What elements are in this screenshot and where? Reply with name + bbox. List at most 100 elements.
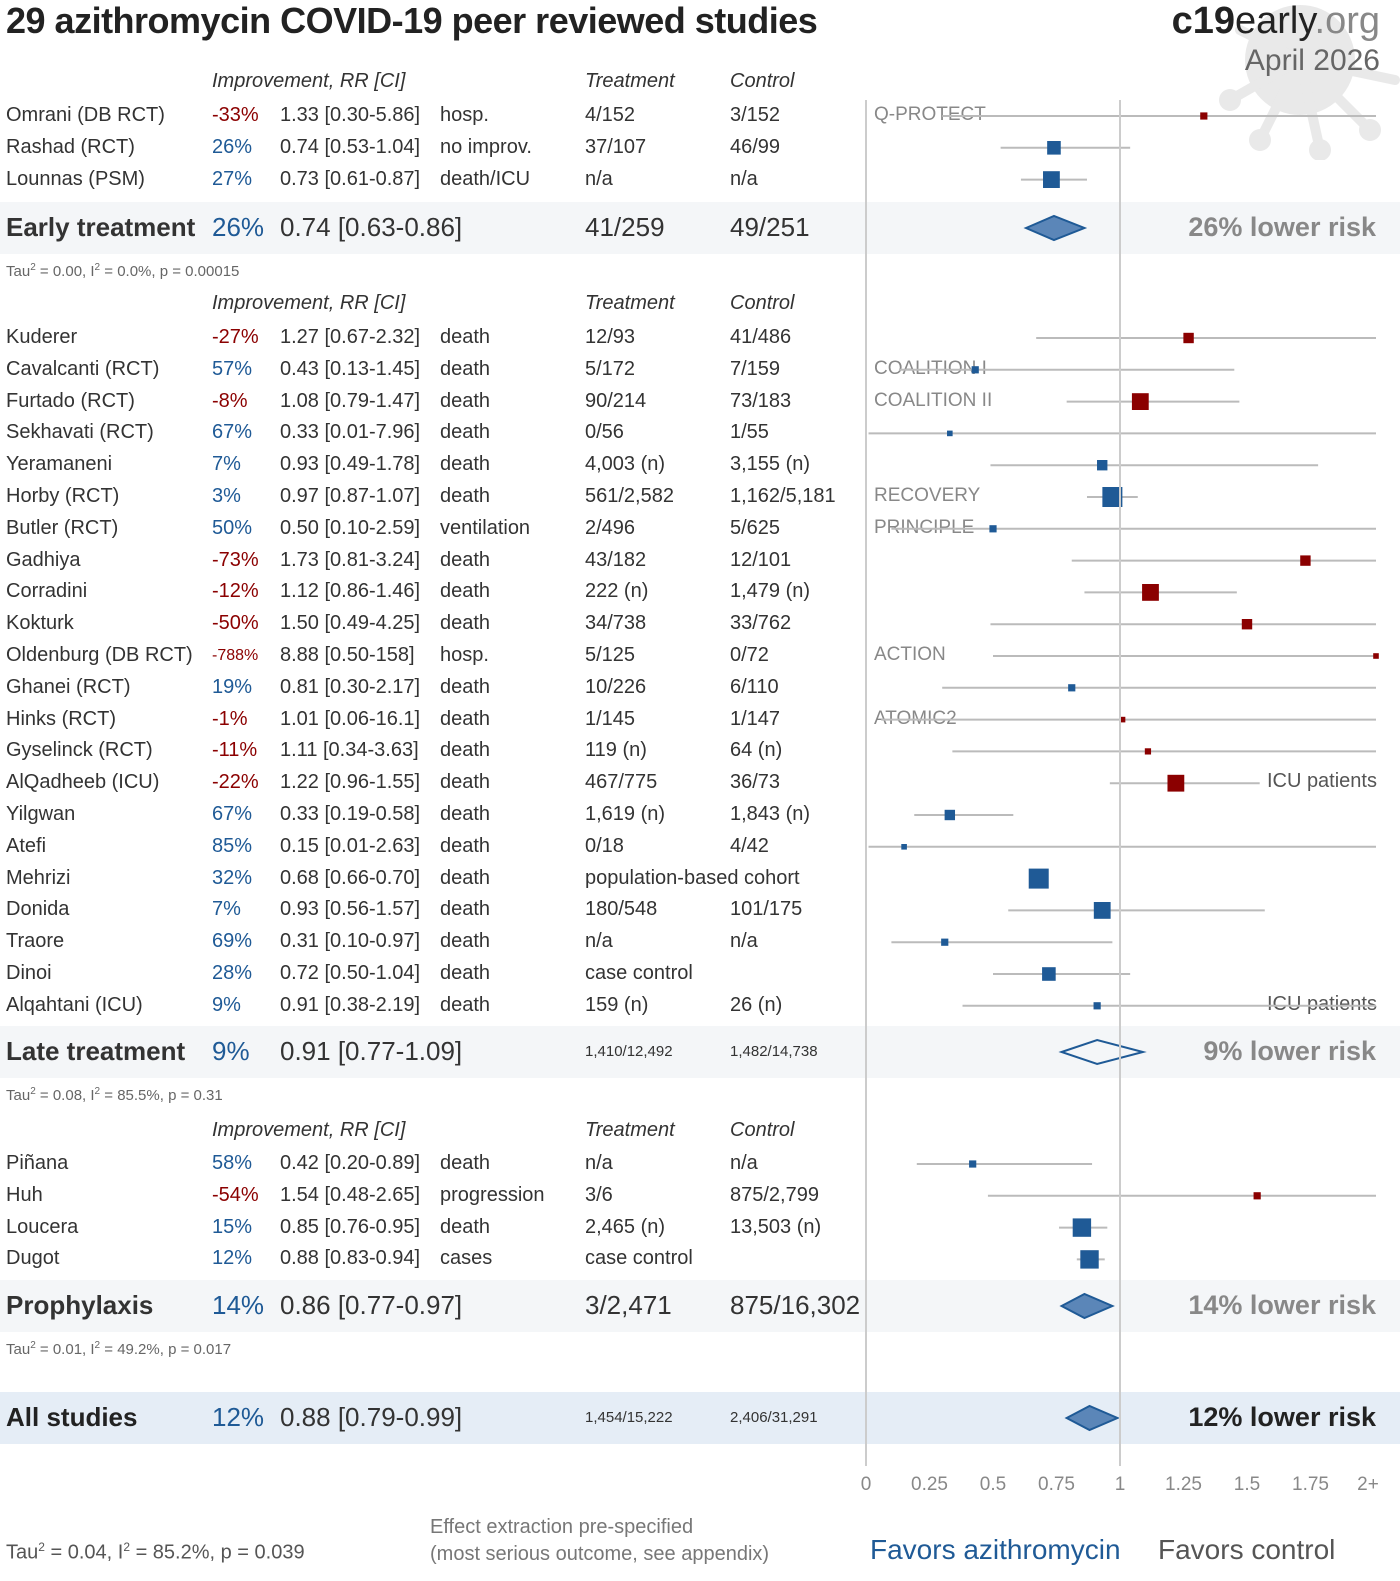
summary-improvement: 12%: [212, 1402, 265, 1432]
summary-name: Prophylaxis: [6, 1290, 154, 1320]
favors-treatment-label: Favors azithromycin: [870, 1534, 1121, 1565]
study-row[interactable]: Oldenburg (DB RCT) -788% 8.88 [0.50-158] ho…: [0, 640, 1400, 672]
study-row[interactable]: Hinks (RCT) -1% 1.01 [0.06-16.1] death 1/145…: [0, 704, 1400, 736]
study-row[interactable]: Ghanei (RCT) 19% 0.81 [0.30-2.17] death 10/2…: [0, 672, 1400, 704]
brand-logo[interactable]: c19early.org: [1172, 0, 1380, 43]
study-row[interactable]: Omrani (DB RCT) -33% 1.33 [0.30-5.86] hosp.…: [0, 100, 1400, 132]
study-name: Loucera: [6, 1215, 79, 1238]
study-name: Yilgwan: [6, 803, 76, 825]
study-row[interactable]: Dugot 12% 0.88 [0.83-0.94] cases case contro…: [0, 1243, 1400, 1275]
study-name: Gadhiya: [6, 548, 81, 571]
study-name: Lounnas (PSM): [6, 167, 145, 190]
study-outcome: ventilation: [440, 516, 531, 539]
study-treatment: n/a: [585, 167, 613, 190]
study-rr-ci: 0.43 [0.13-1.45]: [280, 357, 421, 380]
summary-treatment: 41/259: [585, 212, 665, 242]
study-treatment: case control: [585, 1247, 693, 1270]
study-treatment: case control: [585, 962, 693, 984]
study-control: 13,503 (n): [730, 1215, 822, 1238]
study-treatment: 4/152: [585, 104, 636, 126]
study-rr-ci: 0.42 [0.20-0.89]: [280, 1152, 421, 1174]
overall-summary-row[interactable]: All studies 12% 0.88 [0.79-0.99] 1,454/15,2…: [0, 1392, 1400, 1444]
study-outcome: death: [440, 421, 491, 444]
study-improvement: 85%: [212, 834, 253, 857]
study-control: 46/99: [730, 135, 781, 158]
study-improvement: 57%: [212, 357, 253, 380]
trial-name: COALITION I: [874, 357, 987, 379]
group-summary-row[interactable]: Prophylaxis 14% 0.86 [0.77-0.97] 3/2,471 875…: [0, 1280, 1400, 1332]
study-rr-ci: 1.27 [0.67-2.32]: [280, 326, 421, 348]
study-row[interactable]: Cavalcanti (RCT) 57% 0.43 [0.13-1.45] death…: [0, 354, 1400, 386]
study-row[interactable]: Atefi 85% 0.15 [0.01-2.63] death 0/18 4/42: [0, 831, 1400, 863]
extraction-note-line2: (most serious outcome, see appendix): [430, 1543, 770, 1565]
summary-rr-ci: 0.86 [0.77-0.97]: [280, 1290, 463, 1320]
study-improvement: 58%: [212, 1152, 253, 1174]
study-row[interactable]: Lounnas (PSM) 27% 0.73 [0.61-0.87] death/IC…: [0, 164, 1400, 196]
study-row[interactable]: Rashad (RCT) 26% 0.74 [0.53-1.04] no improv…: [0, 132, 1400, 164]
study-outcome: death: [440, 803, 491, 825]
study-name: Dugot: [6, 1247, 60, 1270]
study-treatment: 3/6: [585, 1183, 613, 1206]
study-rr-ci: 1.54 [0.48-2.65]: [280, 1183, 421, 1206]
group-summary-row[interactable]: Early treatment 26% 0.74 [0.63-0.86] 41/259…: [0, 202, 1400, 254]
study-row[interactable]: AlQadheeb (ICU) -22% 1.22 [0.96-1.55] death…: [0, 767, 1400, 799]
study-row[interactable]: Piñana 58% 0.42 [0.20-0.89] death n/a n/a: [0, 1148, 1400, 1180]
study-name: Oldenburg (DB RCT): [6, 644, 193, 666]
study-row[interactable]: Corradini -12% 1.12 [0.86-1.46] death 222 (n…: [0, 576, 1400, 608]
study-row[interactable]: Dinoi 28% 0.72 [0.50-1.04] death case contro…: [0, 958, 1400, 990]
study-rr-ci: 0.73 [0.61-0.87]: [280, 167, 421, 190]
extraction-note-line1: Effect extraction pre-specified: [430, 1516, 694, 1538]
study-treatment: 1,619 (n): [585, 803, 666, 825]
study-name: Gyselinck (RCT): [6, 739, 153, 762]
study-name: Hinks (RCT): [6, 707, 116, 730]
study-control: 0/72: [730, 644, 769, 666]
study-row[interactable]: Yeramaneni 7% 0.93 [0.49-1.78] death 4,003 (…: [0, 449, 1400, 481]
study-control: 41/486: [730, 326, 792, 348]
study-row[interactable]: Kuderer -27% 1.27 [0.67-2.32] death 12/93 41/…: [0, 322, 1400, 354]
study-treatment: 1/145: [585, 707, 636, 730]
study-improvement: 9%: [212, 993, 241, 1016]
study-row[interactable]: Gyselinck (RCT) -11% 1.11 [0.34-3.63] death…: [0, 735, 1400, 767]
header-improvement: Improvement, RR [CI]: [212, 292, 406, 314]
summary-treatment: 1,454/15,222: [585, 1409, 673, 1426]
study-row[interactable]: Horby (RCT) 3% 0.97 [0.87-1.07] death 561/2,…: [0, 481, 1400, 513]
study-row[interactable]: Sekhavati (RCT) 67% 0.33 [0.01-7.96] death 0…: [0, 417, 1400, 449]
study-rr-ci: 1.12 [0.86-1.46]: [280, 580, 421, 603]
overall-heterogeneity-stats: Tau2 = 0.04, I2 = 85.2%, p = 0.039: [6, 1540, 305, 1564]
study-improvement: -12%: [212, 580, 259, 603]
study-improvement: 67%: [212, 421, 253, 444]
study-row[interactable]: Yilgwan 67% 0.33 [0.19-0.58] death 1,619 (n)…: [0, 799, 1400, 831]
study-row[interactable]: Loucera 15% 0.85 [0.76-0.95] death 2,465 (n)…: [0, 1212, 1400, 1244]
summary-treatment: 3/2,471: [585, 1290, 672, 1320]
study-rr-ci: 8.88 [0.50-158]: [280, 644, 415, 666]
study-row[interactable]: Huh -54% 1.54 [0.48-2.65] progression 3/6 875…: [0, 1180, 1400, 1212]
study-rr-ci: 1.11 [0.34-3.63]: [280, 739, 419, 762]
brand-part-c19: c19: [1171, 0, 1235, 42]
study-outcome: death: [440, 993, 491, 1016]
study-control: 36/73: [730, 771, 781, 794]
group-summary-row[interactable]: Late treatment 9% 0.91 [0.77-1.09] 1,410/12…: [0, 1026, 1400, 1078]
study-row[interactable]: Mehrizi 32% 0.68 [0.66-0.70] death populatio…: [0, 863, 1400, 895]
report-date: April 2026: [1244, 44, 1380, 77]
column-headers: Improvement, RR [CI] Treatment Control: [0, 288, 1400, 320]
study-outcome: death: [440, 612, 491, 635]
study-rr-ci: 0.74 [0.53-1.04]: [280, 135, 421, 158]
study-outcome: death: [440, 930, 491, 953]
study-name: Piñana: [6, 1152, 69, 1174]
study-treatment: 5/125: [585, 644, 636, 666]
study-row[interactable]: Alqahtani (ICU) 9% 0.91 [0.38-2.19] death 15…: [0, 990, 1400, 1022]
study-row[interactable]: Gadhiya -73% 1.73 [0.81-3.24] death 43/182 12…: [0, 545, 1400, 577]
study-row[interactable]: Kokturk -50% 1.50 [0.49-4.25] death 34/738 33…: [0, 608, 1400, 640]
summary-improvement: 9%: [212, 1036, 250, 1066]
study-row[interactable]: Furtado (RCT) -8% 1.08 [0.79-1.47] death 90/…: [0, 386, 1400, 418]
study-row[interactable]: Donida 7% 0.93 [0.56-1.57] death 180/548 101/…: [0, 894, 1400, 926]
study-improvement: -27%: [212, 326, 259, 348]
study-row[interactable]: Traore 69% 0.31 [0.10-0.97] death n/a n/a: [0, 926, 1400, 958]
study-improvement: -11%: [212, 739, 258, 762]
study-name: Omrani (DB RCT): [6, 104, 165, 126]
study-improvement: 3%: [212, 485, 241, 507]
study-row[interactable]: Butler (RCT) 50% 0.50 [0.10-2.59] ventilati…: [0, 513, 1400, 545]
study-outcome: death: [440, 580, 491, 603]
study-outcome: death: [440, 453, 491, 476]
study-control: 6/110: [730, 675, 779, 698]
